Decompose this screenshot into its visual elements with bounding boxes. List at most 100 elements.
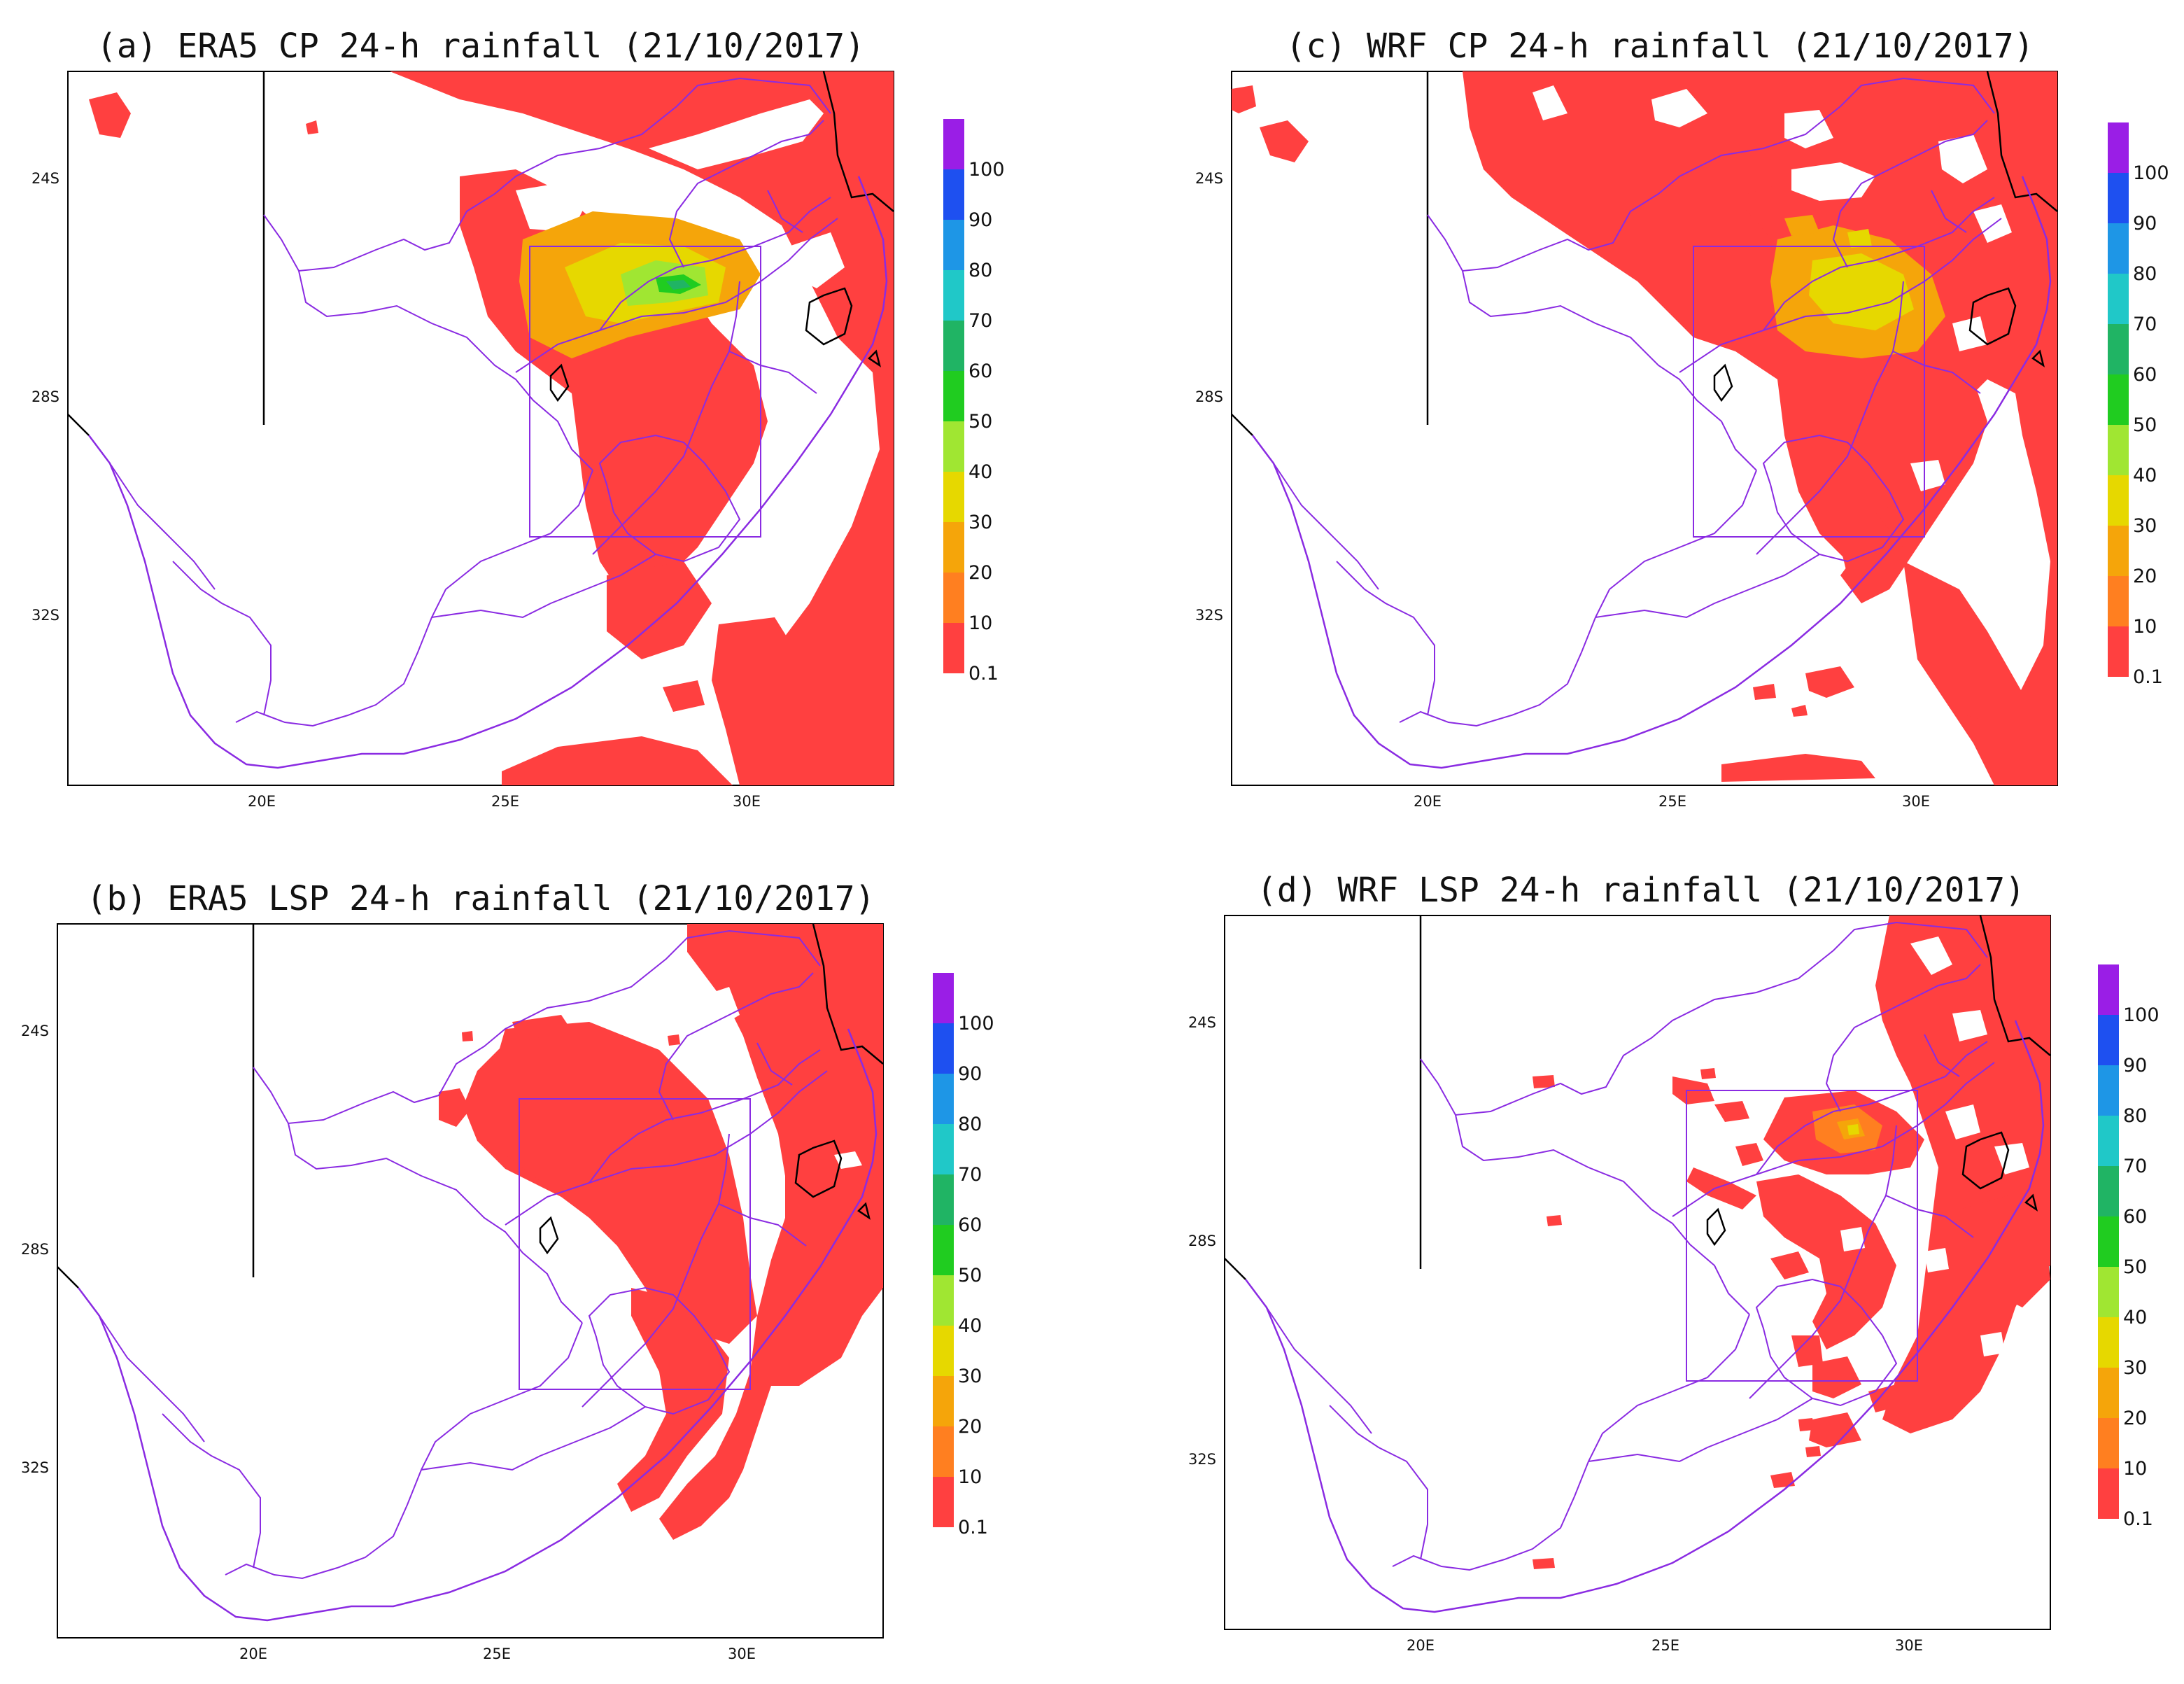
colorbar-bin [2098, 1368, 2119, 1418]
colorbar-bin [943, 270, 964, 321]
colorbar-label: 90 [968, 209, 992, 231]
colorbar-bin [943, 371, 964, 421]
colorbar-bin [943, 522, 964, 573]
colorbar-bin [2098, 1317, 2119, 1368]
lon-tick: 25E [1658, 793, 1686, 810]
colorbar-label: 0.1 [2133, 666, 2163, 688]
colorbar-label: 0.1 [968, 663, 999, 685]
colorbar-bin [2098, 1166, 2119, 1216]
colorbar-label: 30 [968, 512, 992, 533]
colorbar-bin [2108, 122, 2129, 173]
colorbar-bin [2098, 1216, 2119, 1267]
region-box [519, 1098, 751, 1390]
colorbar-bin [2108, 223, 2129, 274]
lat-tick: 24S [1188, 1014, 1216, 1031]
lon-tick: 25E [491, 793, 519, 810]
colorbar-label: 80 [2133, 263, 2157, 285]
colorbar-bin [2098, 1418, 2119, 1468]
lat-tick: 24S [21, 1023, 49, 1039]
colorbar-bin [933, 1477, 954, 1527]
colorbar-label: 40 [958, 1315, 982, 1337]
lat-tick: 32S [31, 607, 59, 624]
colorbar-bin [943, 169, 964, 220]
colorbar-label: 50 [2123, 1256, 2147, 1278]
colorbar-bin [2108, 173, 2129, 223]
colorbar-label: 20 [958, 1416, 982, 1438]
colorbar-label: 70 [968, 310, 992, 332]
colorbar-bin [933, 1326, 954, 1376]
colorbar-bin [943, 472, 964, 522]
colorbar-label: 100 [968, 159, 1005, 181]
panel-a: (a) ERA5 CP 24-h rainfall (21/10/2017) 2… [31, 27, 895, 810]
colorbar-label: 40 [2123, 1307, 2147, 1328]
colorbar-bin [943, 573, 964, 623]
colorbar-label: 60 [958, 1214, 982, 1236]
colorbar-bin [2108, 576, 2129, 626]
colorbar-label: 90 [2133, 213, 2157, 234]
colorbar-bin [943, 321, 964, 371]
lat-tick: 32S [1188, 1451, 1216, 1468]
colorbar-bin [2098, 1267, 2119, 1317]
colorbar-label: 0.1 [2123, 1508, 2153, 1530]
colorbar-label: 50 [958, 1265, 982, 1286]
colorbar-bin [2108, 475, 2129, 526]
lon-tick: 30E [733, 793, 761, 810]
lon-tick: 30E [1895, 1637, 1923, 1654]
colorbar-bin [2108, 374, 2129, 425]
colorbar-label: 30 [2123, 1357, 2147, 1379]
region-box [1693, 246, 1925, 538]
colorbar-bin [933, 1376, 954, 1426]
colorbar-label: 40 [968, 461, 992, 483]
lat-tick: 28S [1195, 388, 1223, 405]
region-box [1686, 1090, 1918, 1382]
colorbar-label: 10 [2133, 616, 2157, 638]
lon-tick: 25E [483, 1646, 511, 1662]
lon-tick: 20E [248, 793, 276, 810]
colorbar-bin [2108, 425, 2129, 475]
colorbar-label: 30 [958, 1366, 982, 1387]
colorbar-bin [943, 623, 964, 673]
lon-tick: 30E [728, 1646, 756, 1662]
lon-tick: 20E [239, 1646, 267, 1662]
colorbar-bin [933, 973, 954, 1023]
colorbar-label: 20 [2123, 1408, 2147, 1429]
colorbar-bin [943, 220, 964, 270]
colorbar-bin [2098, 1015, 2119, 1065]
colorbar-label: 80 [2123, 1105, 2147, 1127]
colorbar-label: 20 [968, 562, 992, 584]
lat-tick: 32S [1195, 607, 1223, 624]
panel-title: (a) ERA5 CP 24-h rainfall (21/10/2017) [97, 27, 865, 66]
colorbar-bin [933, 1023, 954, 1074]
lat-tick: 32S [21, 1459, 49, 1476]
colorbar-c: 0.1 10 20 30 40 50 60 70 80 90 100 [2108, 122, 2169, 688]
colorbar-d: 0.1 10 20 30 40 50 60 70 80 90 100 [2098, 964, 2160, 1530]
lat-tick: 24S [31, 170, 59, 187]
colorbar-bin [2108, 626, 2129, 677]
lat-tick: 28S [31, 388, 59, 405]
colorbar-bin [2108, 526, 2129, 576]
colorbar-bin [2098, 1468, 2119, 1519]
colorbar-bin [943, 421, 964, 472]
colorbar-label: 100 [958, 1013, 994, 1034]
panel-c: (c) WRF CP 24-h rainfall (21/10/2017) 24… [1195, 27, 2059, 810]
colorbar-label: 70 [958, 1164, 982, 1186]
colorbar-bin [2108, 324, 2129, 374]
colorbar-bin [2098, 1116, 2119, 1166]
colorbar-label: 30 [2133, 515, 2157, 537]
panel-title: (d) WRF LSP 24-h rainfall (21/10/2017) [1257, 871, 2025, 910]
lat-tick: 24S [1195, 170, 1223, 187]
colorbar-label: 10 [958, 1466, 982, 1488]
colorbar-label: 40 [2133, 465, 2157, 486]
colorbar-label: 10 [968, 612, 992, 634]
colorbar-bin [933, 1426, 954, 1477]
rainfall-field [439, 924, 883, 1540]
lon-tick: 20E [1414, 793, 1442, 810]
colorbar-bin [933, 1225, 954, 1275]
colorbar-label: 60 [2133, 364, 2157, 386]
colorbar-label: 20 [2133, 566, 2157, 587]
panel-b: (b) ERA5 LSP 24-h rainfall (21/10/2017) … [21, 879, 885, 1662]
colorbar-bin [2108, 274, 2129, 324]
colorbar-label: 50 [2133, 414, 2157, 436]
panel-title: (c) WRF CP 24-h rainfall (21/10/2017) [1285, 27, 2034, 66]
